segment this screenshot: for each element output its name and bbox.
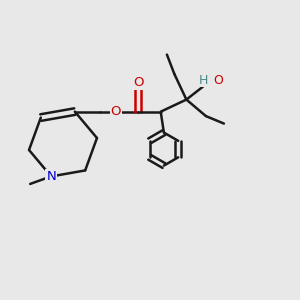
Text: H: H [199, 74, 208, 87]
Text: O: O [133, 76, 144, 89]
Text: N: N [46, 170, 56, 183]
Text: O: O [111, 105, 121, 118]
Text: O: O [213, 74, 223, 87]
